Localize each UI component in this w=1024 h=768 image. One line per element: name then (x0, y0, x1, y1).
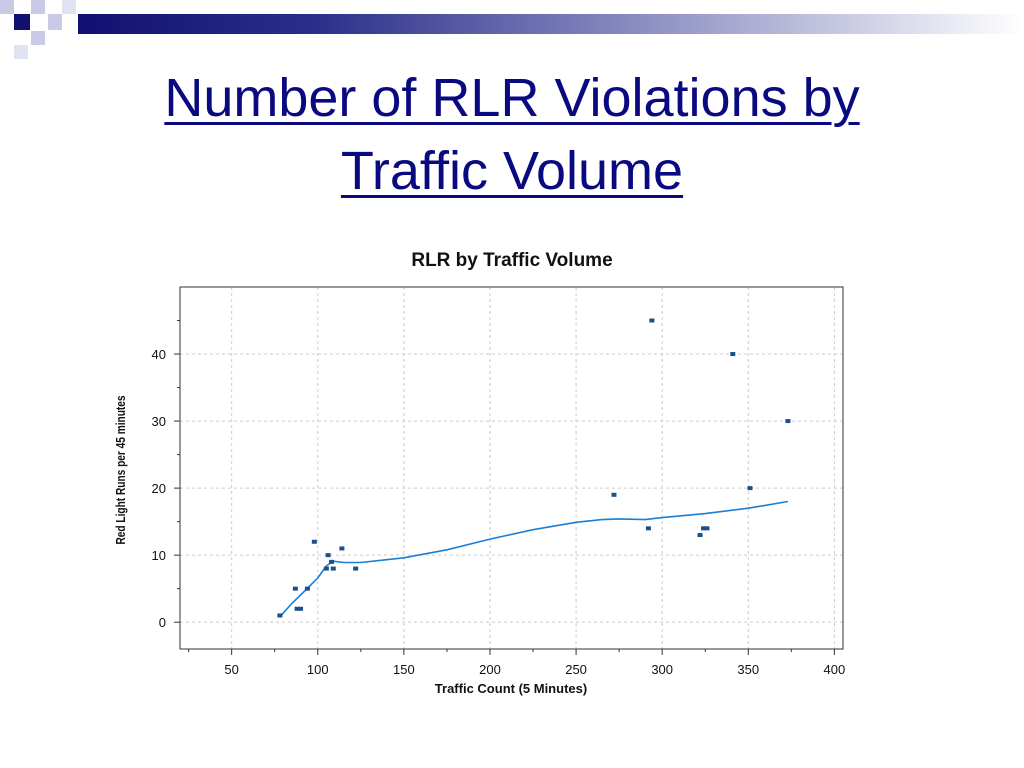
data-point (704, 526, 710, 531)
x-tick-label: 100 (307, 662, 329, 677)
deco-square (48, 14, 62, 30)
data-point (323, 566, 329, 571)
deco-square (0, 0, 14, 14)
data-point (325, 553, 331, 558)
y-tick-label: 30 (152, 414, 166, 429)
y-axis-title: Red Light Runs per 45 minutes (114, 395, 128, 544)
grid-lines (180, 287, 843, 649)
data-point (330, 566, 336, 571)
data-point (292, 586, 298, 591)
slide-title: Number of RLR Violations by Traffic Volu… (0, 62, 1024, 208)
data-point (611, 492, 617, 497)
deco-square (14, 14, 30, 30)
y-tick-label: 0 (159, 615, 166, 630)
trend-line (279, 500, 789, 618)
x-tick-label: 200 (479, 662, 501, 677)
x-tick-label: 350 (737, 662, 759, 677)
x-axis: 50 100 150 200 250 300 350 400 (188, 649, 846, 677)
data-point (339, 546, 345, 551)
data-point (304, 586, 310, 591)
x-tick-label: 400 (824, 662, 846, 677)
data-point (298, 606, 304, 611)
x-tick-label: 300 (651, 662, 673, 677)
x-axis-title: Traffic Count (5 Minutes) (435, 681, 587, 696)
y-axis: 0 10 20 30 40 (152, 320, 180, 630)
header-gradient-bar (78, 14, 1024, 34)
data-point (294, 606, 300, 611)
x-tick-label: 250 (565, 662, 587, 677)
data-point (730, 352, 736, 357)
data-point (645, 526, 651, 531)
x-tick-label: 150 (393, 662, 415, 677)
data-point (329, 559, 335, 564)
chart-title: RLR by Traffic Volume (411, 250, 612, 271)
slide-title-line2: Traffic Volume (340, 141, 684, 201)
data-point (277, 613, 283, 618)
data-points (277, 318, 791, 618)
slide-title-line1: Number of RLR Violations by (164, 68, 860, 128)
deco-square (31, 0, 45, 14)
corner-decoration (0, 0, 76, 59)
data-point (311, 539, 317, 544)
data-point (701, 526, 707, 531)
deco-square (31, 31, 45, 45)
data-point (785, 419, 791, 424)
x-tick-label: 50 (224, 662, 238, 677)
data-point (353, 566, 359, 571)
plot-frame (179, 286, 844, 650)
data-point (697, 533, 703, 538)
y-tick-label: 20 (152, 481, 166, 496)
deco-square (14, 45, 28, 59)
y-tick-label: 10 (152, 548, 166, 563)
y-tick-label: 40 (152, 347, 166, 362)
data-point (649, 318, 655, 323)
data-point (747, 486, 753, 491)
deco-square (62, 0, 76, 14)
